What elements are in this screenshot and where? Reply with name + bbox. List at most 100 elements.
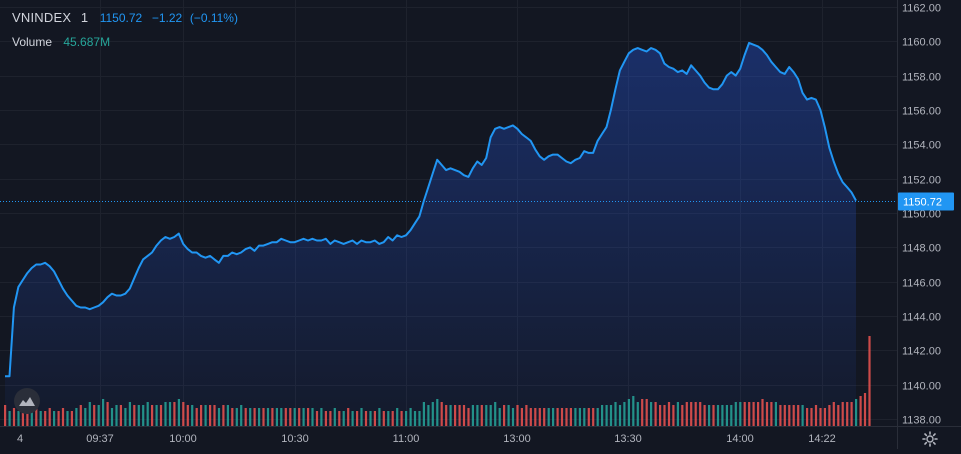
volume-bar [583, 408, 586, 426]
volume-bar [801, 405, 804, 426]
volume-bar [21, 408, 24, 426]
volume-bar [552, 408, 555, 426]
y-tick-label: 1140.00 [902, 381, 941, 393]
volume-bar [369, 411, 372, 426]
volume-bar [476, 405, 479, 426]
volume-bar [48, 408, 51, 426]
legend-volume-row: Volume 45.687M [12, 33, 238, 51]
volume-bar [249, 408, 252, 426]
volume-bar [240, 405, 243, 426]
volume-bar [244, 408, 247, 426]
volume-bar [574, 408, 577, 426]
volume-bar [467, 408, 470, 426]
y-tick-label: 1152.00 [902, 175, 941, 187]
volume-bar [177, 399, 180, 426]
volume-bar [681, 405, 684, 426]
y-tick-label: 1158.00 [902, 72, 941, 84]
volume-bar [520, 408, 523, 426]
volume-bar [792, 405, 795, 426]
volume-bar [253, 408, 256, 426]
tradingview-logo-button[interactable] [14, 388, 40, 414]
volume-bar [405, 411, 408, 426]
volume-bar [39, 411, 42, 426]
y-tick-label: 1138.00 [902, 415, 941, 427]
volume-label[interactable]: Volume [12, 35, 53, 49]
volume-bar [623, 402, 626, 426]
volume-bar [525, 405, 528, 426]
chart-settings-button[interactable] [921, 430, 939, 448]
price-area [5, 42, 856, 427]
volume-bar [534, 408, 537, 426]
volume-bar [204, 405, 207, 426]
volume-bar [516, 405, 519, 426]
x-tick-label: 14:00 [726, 433, 754, 445]
price-change: −1.22 [151, 11, 183, 25]
volume-bar [44, 411, 47, 426]
x-tick-label: 13:00 [503, 433, 531, 445]
last-price: 1150.72 [99, 11, 143, 25]
volume-bar [222, 405, 225, 426]
symbol-name[interactable]: VNINDEX [12, 10, 72, 25]
volume-bar [106, 402, 109, 426]
volume-bar [360, 408, 363, 426]
volume-bar [761, 399, 764, 426]
volume-value: 45.687M [63, 35, 111, 49]
volume-bar [783, 405, 786, 426]
volume-bar [8, 411, 11, 426]
volume-bar [855, 399, 858, 426]
volume-bar [195, 408, 198, 426]
y-tick-label: 1156.00 [902, 106, 941, 118]
volume-bar [489, 405, 492, 426]
volume-bar [409, 408, 412, 426]
volume-bar [88, 402, 91, 426]
volume-bar [587, 408, 590, 426]
volume-bar [863, 393, 867, 426]
volume-bar [676, 402, 679, 426]
volume-bar [35, 408, 38, 426]
volume-bar [53, 411, 56, 426]
gear-icon [922, 431, 938, 447]
volume-bar [79, 405, 82, 426]
volume-bar [797, 405, 800, 426]
volume-bar [57, 411, 60, 426]
volume-bar [757, 402, 760, 426]
x-tick-label: 14:22 [808, 433, 836, 445]
volume-bar [699, 402, 702, 426]
volume-bar [538, 408, 541, 426]
volume-bar [26, 411, 29, 426]
volume-bar [119, 405, 122, 426]
volume-bar [289, 408, 292, 426]
legend-price-row: VNINDEX 1 1150.72 −1.22 (−0.11%) [12, 9, 238, 27]
volume-bar [823, 408, 826, 426]
volume-bar [837, 405, 840, 426]
volume-bar [364, 411, 368, 426]
volume-bar [351, 411, 354, 426]
x-tick-label: 10:00 [169, 433, 197, 445]
volume-bar [636, 402, 639, 426]
volume-bar [356, 411, 359, 426]
volume-bar [578, 408, 581, 426]
interval-label[interactable]: 1 [80, 10, 89, 25]
volume-bar [329, 411, 332, 426]
volume-bar [445, 405, 448, 426]
volume-bar [605, 405, 608, 426]
volume-bar [650, 402, 653, 426]
x-tick-label: 13:30 [614, 433, 642, 445]
volume-bar [712, 405, 715, 426]
volume-bar [217, 408, 221, 426]
volume-bar [748, 402, 751, 426]
volume-bar [690, 402, 693, 426]
volume-bar [209, 405, 212, 426]
volume-bar [828, 405, 831, 426]
volume-bar [436, 399, 439, 426]
volume-bar [569, 408, 572, 426]
last-price-tag-label: 1150.72 [903, 197, 942, 209]
y-tick-label: 1160.00 [902, 37, 941, 49]
volume-bar [427, 405, 430, 426]
volume-bar [280, 408, 283, 426]
volume-bar [70, 411, 73, 426]
volume-bar [806, 408, 809, 426]
